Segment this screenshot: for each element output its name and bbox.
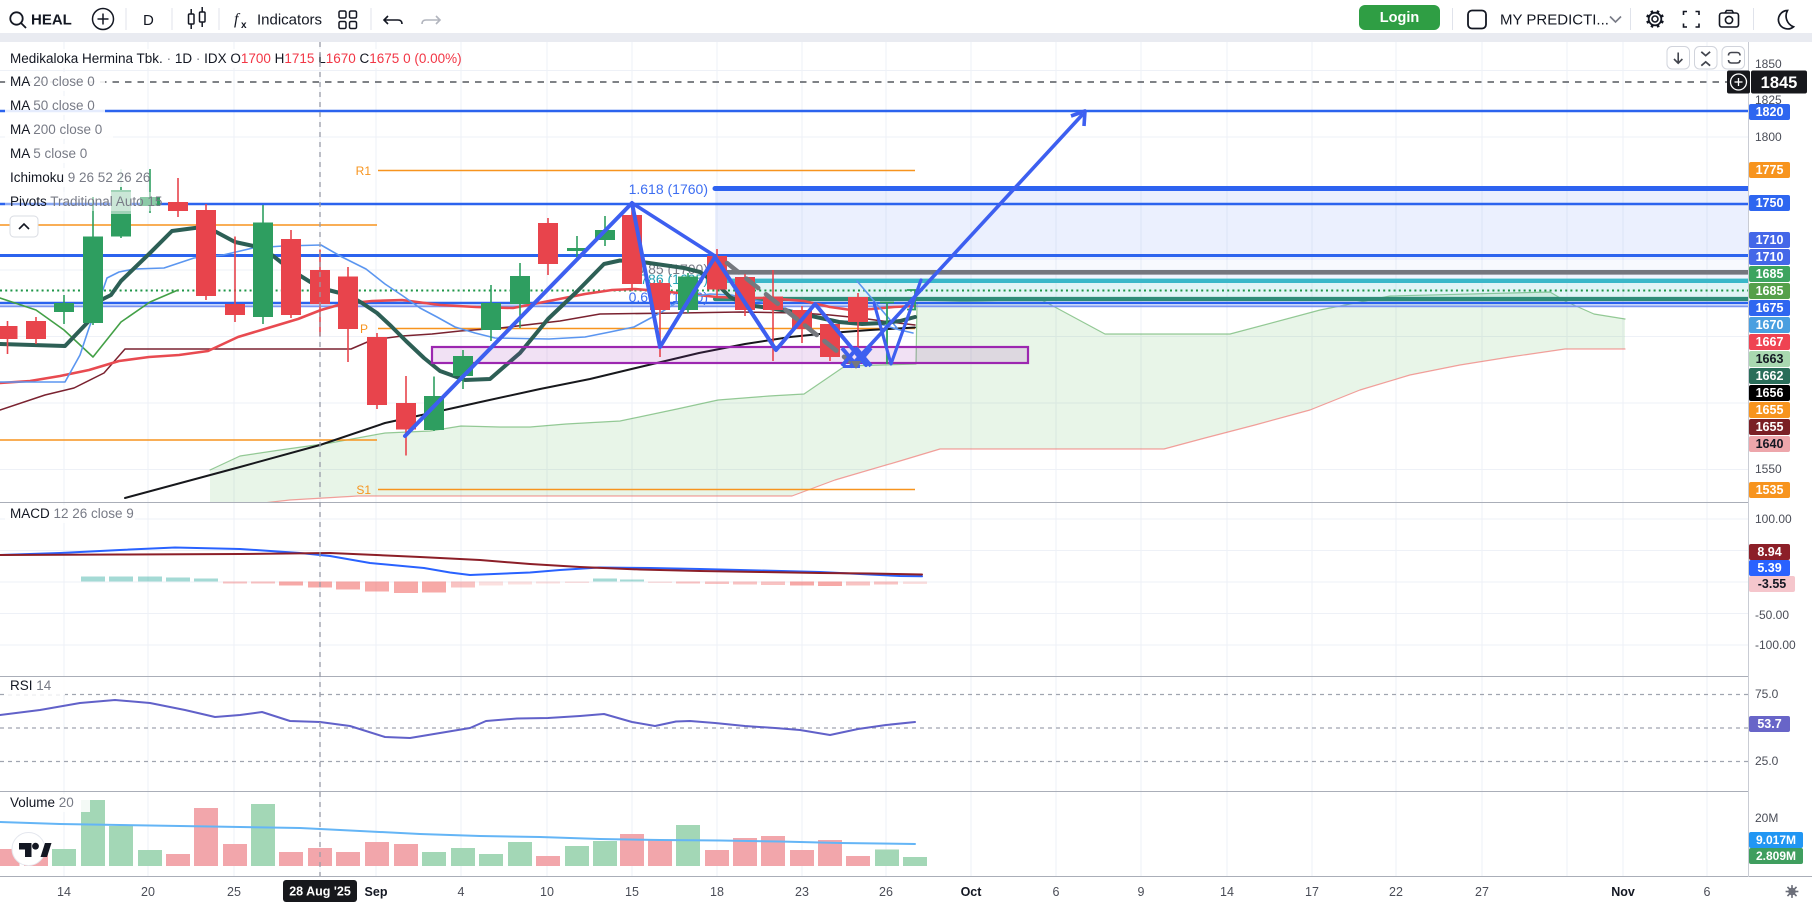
- svg-text:100.00: 100.00: [1755, 512, 1792, 526]
- svg-text:1800: 1800: [1755, 130, 1782, 144]
- svg-text:10: 10: [540, 885, 554, 899]
- svg-text:26: 26: [879, 885, 893, 899]
- svg-text:MA 50 close 0: MA 50 close 0: [10, 98, 95, 113]
- svg-text:MA 5 close 0: MA 5 close 0: [10, 146, 87, 161]
- svg-text:1675: 1675: [1756, 301, 1784, 315]
- svg-text:x: x: [241, 20, 247, 31]
- svg-text:1710: 1710: [1756, 233, 1784, 247]
- svg-text:5.39: 5.39: [1757, 561, 1781, 575]
- svg-text:27: 27: [1475, 885, 1489, 899]
- svg-text:75.0: 75.0: [1755, 687, 1779, 701]
- svg-text:-50.00: -50.00: [1755, 608, 1789, 622]
- svg-text:HEAL: HEAL: [31, 12, 72, 29]
- svg-text:Pivots Traditional Auto 15: Pivots Traditional Auto 15: [10, 194, 162, 209]
- svg-text:MA 20 close 0: MA 20 close 0: [10, 74, 95, 89]
- svg-text:22: 22: [1389, 885, 1403, 899]
- svg-text:R1: R1: [356, 164, 372, 178]
- svg-text:1820: 1820: [1756, 105, 1784, 119]
- svg-text:23: 23: [795, 885, 809, 899]
- svg-text:6: 6: [1704, 885, 1711, 899]
- svg-text:1656: 1656: [1756, 386, 1784, 400]
- svg-text:1550: 1550: [1755, 462, 1782, 476]
- svg-text:1535: 1535: [1756, 483, 1784, 497]
- svg-text:1.618 (1760): 1.618 (1760): [629, 181, 708, 197]
- svg-text:14: 14: [57, 885, 71, 899]
- svg-text:MA 200 close 0: MA 200 close 0: [10, 122, 102, 137]
- svg-text:20M: 20M: [1755, 811, 1778, 825]
- svg-text:1685: 1685: [1756, 267, 1784, 281]
- svg-text:1685: 1685: [1756, 284, 1784, 298]
- svg-text:18: 18: [710, 885, 724, 899]
- svg-text:9.017M: 9.017M: [1756, 833, 1796, 847]
- svg-text:Nov: Nov: [1611, 885, 1635, 899]
- svg-text:1750: 1750: [1756, 196, 1784, 210]
- svg-text:1710: 1710: [1756, 250, 1784, 264]
- svg-text:RSI 14: RSI 14: [10, 678, 52, 693]
- svg-text:1775: 1775: [1756, 163, 1784, 177]
- svg-text:-3.55: -3.55: [1758, 577, 1787, 591]
- svg-text:Sep: Sep: [365, 885, 388, 899]
- svg-text:9: 9: [1138, 885, 1145, 899]
- svg-text:Medikaloka Hermina Tbk. · 1D ·: Medikaloka Hermina Tbk. · 1D · IDX O1700…: [10, 51, 462, 66]
- svg-text:1662: 1662: [1756, 369, 1784, 383]
- svg-text:14: 14: [1220, 885, 1234, 899]
- svg-text:2.809M: 2.809M: [1756, 849, 1796, 863]
- svg-text:Oct: Oct: [961, 885, 983, 899]
- svg-text:4: 4: [458, 885, 465, 899]
- svg-text:P: P: [360, 322, 368, 336]
- svg-text:53.7: 53.7: [1757, 717, 1781, 731]
- svg-text:Login: Login: [1380, 10, 1419, 26]
- svg-text:1640: 1640: [1756, 437, 1784, 451]
- svg-text:6: 6: [1053, 885, 1060, 899]
- svg-text:1850: 1850: [1755, 57, 1782, 71]
- svg-text:1845: 1845: [1761, 74, 1798, 92]
- svg-text:Volume 20: Volume 20: [10, 795, 74, 810]
- svg-text:MACD 12 26 close 9: MACD 12 26 close 9: [10, 506, 134, 521]
- svg-text:1825: 1825: [1755, 93, 1782, 107]
- svg-text:S1: S1: [356, 483, 371, 497]
- svg-text:17: 17: [1305, 885, 1319, 899]
- svg-text:-100.00: -100.00: [1755, 638, 1796, 652]
- svg-text:20: 20: [141, 885, 155, 899]
- svg-text:1670: 1670: [1756, 318, 1784, 332]
- svg-text:1663: 1663: [1756, 352, 1784, 366]
- svg-text:Indicators: Indicators: [257, 12, 322, 29]
- svg-text:28 Aug '25: 28 Aug '25: [289, 885, 351, 899]
- svg-text:1655: 1655: [1756, 420, 1784, 434]
- svg-text:15: 15: [625, 885, 639, 899]
- svg-text:1667: 1667: [1756, 335, 1784, 349]
- svg-text:D: D: [143, 12, 154, 29]
- svg-text:25.0: 25.0: [1755, 754, 1779, 768]
- svg-text:Ichimoku 9 26 52 26 26: Ichimoku 9 26 52 26 26: [10, 170, 150, 185]
- svg-text:f: f: [234, 11, 241, 28]
- svg-text:25: 25: [227, 885, 241, 899]
- svg-text:8.94: 8.94: [1757, 545, 1781, 559]
- svg-text:1655: 1655: [1756, 403, 1784, 417]
- svg-text:MY PREDICTI...: MY PREDICTI...: [1500, 12, 1609, 29]
